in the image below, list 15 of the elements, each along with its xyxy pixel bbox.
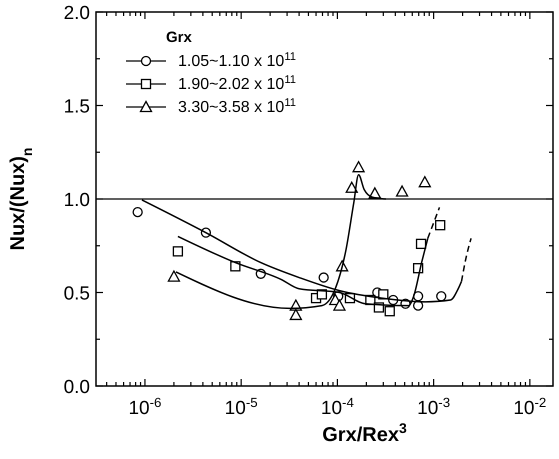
legend-label: 3.30~3.58 x 10$^{11}$ [178, 97, 296, 116]
y-tick-label: 1.0 [64, 190, 90, 211]
x-tick-label: 10$^{-5}$ [224, 394, 258, 419]
legend-label: 1.05~1.10 x 10$^{11}$ [178, 51, 296, 70]
x-tick-label: 10$^{-4}$ [320, 394, 354, 419]
y-tick-label: 1.5 [64, 96, 90, 118]
x-tick-label: 10$^{-6}$ [128, 394, 162, 419]
y-tick-label: 0.0 [64, 377, 90, 398]
legend-label: 1.90~2.02 x 10$^{11}$ [178, 74, 296, 93]
y-tick-label: 2.0 [64, 3, 90, 24]
x-tick-label: 10$^{-3}$ [417, 394, 450, 419]
x-tick-label: 10$^{-2}$ [513, 394, 546, 419]
y-tick-label: 0.5 [64, 284, 90, 304]
x-axis-title: Grx/Rex$^{3}$ [322, 420, 407, 446]
legend-title: Grx [166, 29, 193, 46]
